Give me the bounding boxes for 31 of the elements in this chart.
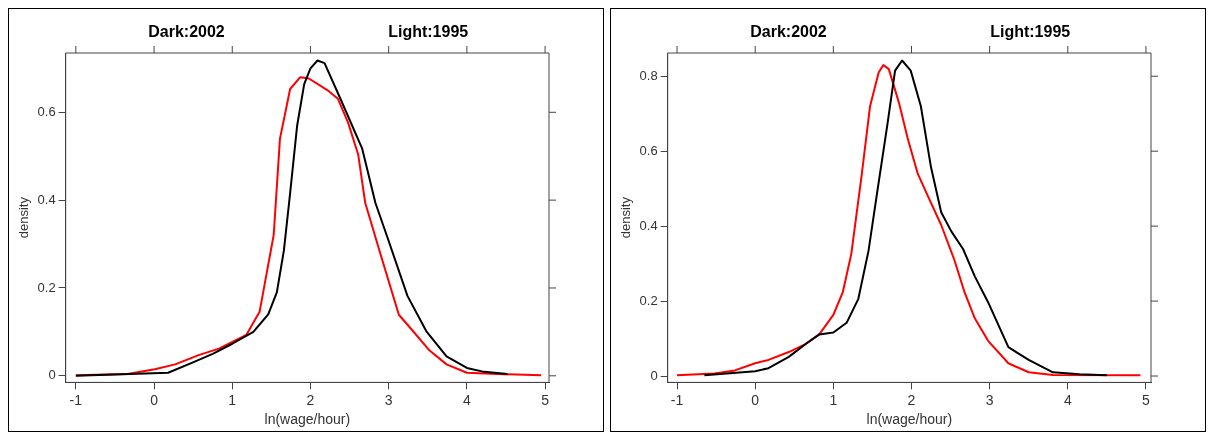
y-tick-label: 0.2	[37, 279, 56, 295]
x-tick-label: 2	[306, 391, 315, 408]
x-tick-label: 0	[751, 391, 760, 408]
y-tick-label: 0.6	[37, 103, 56, 119]
x-tick-label: 3	[384, 391, 393, 408]
x-tick-label: 4	[1063, 391, 1072, 408]
x-tick-label: 5	[541, 391, 550, 408]
y-tick-label: 0.8	[639, 67, 658, 83]
x-tick-label: 4	[462, 391, 471, 408]
y-tick-label: 0.4	[37, 191, 56, 207]
text: Dark:2002	[148, 23, 225, 41]
x-tick-label: 0	[150, 391, 159, 408]
x-tick-label: 2	[907, 391, 916, 408]
x-tick-label: 1	[829, 391, 838, 408]
x-tick-label: -1	[670, 391, 684, 408]
y-tick-label: 0.4	[639, 217, 658, 233]
x-tick-label: 5	[1142, 391, 1151, 408]
x-tick-label: 1	[228, 391, 237, 408]
x-tick-label: -1	[69, 391, 83, 408]
y-tick-label: 0	[650, 367, 658, 383]
text: Dark:2002	[750, 23, 827, 41]
y-tick-label: 0.6	[639, 142, 658, 158]
text: Light:1995	[388, 23, 469, 41]
y-tick-label: 0.2	[639, 292, 658, 308]
text: Light:1995	[990, 23, 1071, 41]
y-axis-title: density	[618, 196, 634, 239]
x-tick-label: 3	[985, 391, 994, 408]
x-axis-title: ln(wage/hour)	[264, 411, 351, 428]
y-axis-title: density	[16, 196, 32, 239]
y-tick-label: 0	[48, 367, 56, 383]
x-axis-title: ln(wage/hour)	[866, 411, 953, 428]
